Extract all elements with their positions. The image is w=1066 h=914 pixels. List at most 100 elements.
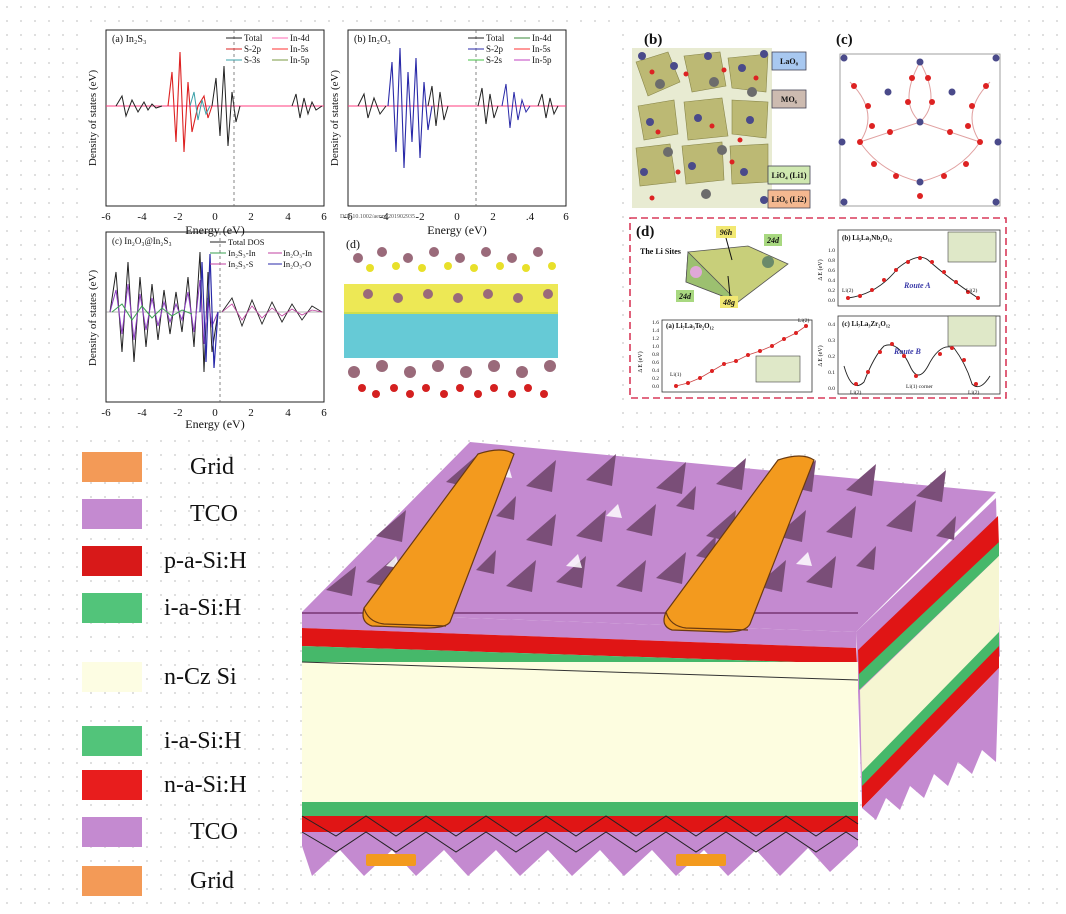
panel-c-ylabel: Density of states (eV) bbox=[87, 270, 99, 367]
legend-label: Grid bbox=[190, 868, 234, 894]
legend-swatch bbox=[82, 726, 142, 756]
tag-mo6-label: MO₆ bbox=[781, 95, 798, 104]
panel-a-spectra bbox=[106, 51, 324, 153]
svg-text:1.2: 1.2 bbox=[652, 336, 659, 342]
svg-text:0.4: 0.4 bbox=[828, 322, 835, 328]
legend-row-grid-bottom: Grid bbox=[82, 866, 287, 898]
li-panel-a: (a) Li₇La₃Te₂O₁₂ 0.0 0.2 0.4 0.6 0.8 1.0… bbox=[637, 317, 813, 393]
panel-c-legend: Total DOS In₂S₃-In In₂S₃-S In₂O₃-In In₂O… bbox=[210, 237, 313, 269]
panel-c-xlabel: Energy (eV) bbox=[185, 417, 244, 431]
grid-finger-left bbox=[362, 449, 515, 629]
svg-text:In₂S₃-S: In₂S₃-S bbox=[228, 259, 254, 269]
svg-text:0.0: 0.0 bbox=[828, 298, 835, 304]
svg-text:6: 6 bbox=[563, 211, 569, 223]
svg-text:0.6: 0.6 bbox=[828, 268, 835, 274]
li-panel-b: (b) Li₅La₃Nb₂O₁₂ Route A 0.0 0.2 0.4 0.6… bbox=[817, 229, 1001, 307]
svg-text:-4: -4 bbox=[379, 211, 389, 223]
li-migration-svg: (d) The Li Sites 96h 24d 24d 48g (a) Li₇… bbox=[629, 217, 1007, 399]
legend-label: TCO bbox=[190, 501, 238, 527]
svg-text:In₂O₃-O: In₂O₃-O bbox=[283, 259, 311, 269]
legend-label: p-a-Si:H bbox=[164, 548, 247, 574]
svg-text:-2: -2 bbox=[173, 407, 182, 419]
panel-a-label: (a) In₂S₃ bbox=[112, 34, 146, 45]
crystal-figure: LaO₈ MO₆ LiO₄ (Li1) LiO₆ (Li2) (b) (c) bbox=[628, 22, 1010, 212]
svg-text:Route A: Route A bbox=[903, 281, 931, 290]
legend-row-n-cz-si: n-Cz Si bbox=[82, 662, 287, 694]
svg-text:In-4d: In-4d bbox=[532, 33, 552, 43]
svg-text:Li(2): Li(2) bbox=[842, 287, 853, 294]
svg-text:(b) Li₅La₃Nb₂O₁₂: (b) Li₅La₃Nb₂O₁₂ bbox=[842, 234, 892, 242]
dos-figure: -6 -4 -2 0 2 4 6 -6 -4 -2 0 2 .4 6 -6 -4… bbox=[82, 22, 618, 432]
svg-text:Total DOS: Total DOS bbox=[228, 237, 265, 247]
svg-text:0.2: 0.2 bbox=[828, 288, 835, 294]
svg-text:1.0: 1.0 bbox=[828, 248, 835, 254]
grid-finger-right bbox=[663, 455, 815, 633]
panel-b-ylabel: Density of states (eV) bbox=[329, 70, 341, 167]
li-sites-diagram: 96h 24d 24d 48g bbox=[676, 226, 789, 308]
svg-text:-6: -6 bbox=[343, 211, 353, 223]
legend-swatch bbox=[82, 866, 142, 896]
svg-text:0.3: 0.3 bbox=[828, 338, 835, 344]
cell-front-face bbox=[301, 612, 859, 876]
svg-text:-4: -4 bbox=[137, 211, 147, 223]
legend-swatch bbox=[82, 546, 142, 576]
legend-label: n-Cz Si bbox=[164, 664, 237, 690]
legend-label: n-a-Si:H bbox=[164, 772, 247, 798]
panel-b-frame bbox=[347, 29, 567, 207]
dashed-frame bbox=[629, 217, 1007, 399]
svg-text:4: 4 bbox=[285, 211, 291, 223]
svg-text:-6: -6 bbox=[101, 407, 111, 419]
site-24d-a: 24d bbox=[766, 236, 780, 245]
panel-c-crystal-label: (c) bbox=[836, 32, 853, 48]
svg-text:-4: -4 bbox=[137, 407, 147, 419]
tag-lio4-label: LiO₄ (Li1) bbox=[771, 171, 806, 180]
svg-text:0.4: 0.4 bbox=[828, 278, 835, 284]
svg-text:0: 0 bbox=[454, 211, 460, 223]
panel-a-ylabel: Density of states (eV) bbox=[87, 70, 99, 167]
svg-text:2: 2 bbox=[490, 211, 496, 223]
bottom-grid-fingers bbox=[366, 854, 726, 866]
legend-row-p-a-si: p-a-Si:H bbox=[82, 546, 287, 578]
svg-text:0.6: 0.6 bbox=[652, 360, 659, 366]
cell-side-face bbox=[856, 498, 1000, 820]
panel-a-legend: Total S-2p S-3s In-4d In-5s In-5p bbox=[226, 33, 310, 65]
svg-text:.4: .4 bbox=[526, 211, 535, 223]
doi-text: DOI:10.1002/aenm.201902935 bbox=[340, 214, 415, 220]
svg-text:Li(2): Li(2) bbox=[850, 389, 861, 396]
svg-text:S-3s: S-3s bbox=[244, 55, 261, 65]
legend-label: i-a-Si:H bbox=[164, 728, 242, 754]
svg-text:1.0: 1.0 bbox=[652, 344, 659, 350]
svg-text:0.8: 0.8 bbox=[828, 258, 835, 264]
site-96h: 96h bbox=[720, 228, 733, 237]
legend-row-tco-bottom: TCO bbox=[82, 817, 287, 849]
panel-b-xlabel: Energy (eV) bbox=[427, 223, 486, 237]
panel-c-network bbox=[838, 53, 1002, 207]
panel-c-spectra bbox=[106, 251, 324, 373]
legend-label: i-a-Si:H bbox=[164, 595, 242, 621]
panel-d-label: (d) bbox=[346, 237, 360, 251]
svg-text:In-5s: In-5s bbox=[532, 44, 551, 54]
svg-text:0.2: 0.2 bbox=[828, 354, 835, 360]
panel-c-frame bbox=[105, 231, 325, 403]
panel-b-crystal bbox=[632, 48, 772, 208]
panel-d-li-label: (d) bbox=[636, 224, 654, 240]
tag-lio4 bbox=[767, 165, 811, 185]
svg-text:Li(2): Li(2) bbox=[798, 317, 809, 324]
svg-text:1.4: 1.4 bbox=[652, 328, 659, 334]
panel-b-xticks: -6 -4 -2 0 2 .4 6 bbox=[343, 211, 569, 223]
tag-lao8 bbox=[771, 51, 807, 71]
svg-text:0.1: 0.1 bbox=[828, 370, 835, 376]
svg-text:Li(2): Li(2) bbox=[968, 389, 979, 396]
tag-mo6 bbox=[771, 89, 807, 109]
svg-text:(a) Li₇La₃Te₂O₁₂: (a) Li₇La₃Te₂O₁₂ bbox=[666, 322, 714, 330]
svg-text:Total: Total bbox=[244, 33, 263, 43]
svg-text:6: 6 bbox=[321, 211, 327, 223]
svg-text:In₂O₃-In: In₂O₃-In bbox=[283, 248, 313, 258]
legend-row-tco-top: TCO bbox=[82, 499, 287, 531]
tag-lao8-label: LaO₈ bbox=[780, 57, 799, 66]
legend-swatch bbox=[82, 499, 142, 529]
svg-text:2: 2 bbox=[248, 211, 254, 223]
svg-text:In-5s: In-5s bbox=[290, 44, 309, 54]
tag-lio6 bbox=[767, 189, 811, 209]
svg-text:0.0: 0.0 bbox=[652, 384, 659, 390]
